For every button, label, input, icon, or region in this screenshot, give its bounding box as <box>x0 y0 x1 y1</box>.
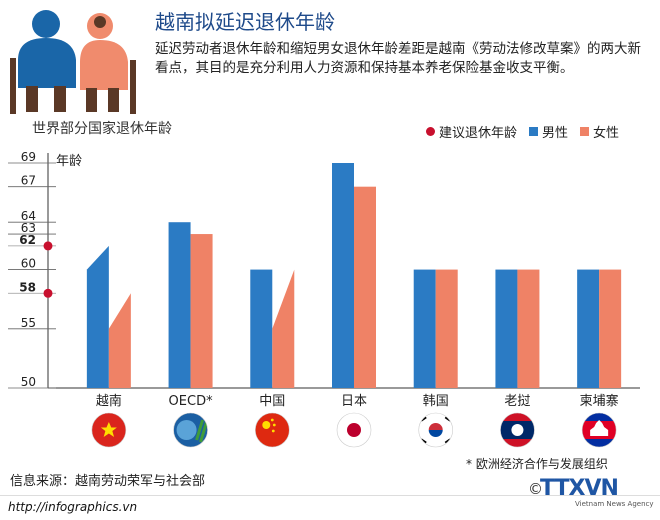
footnote: * 欧洲经济合作与发展组织 <box>466 457 608 471</box>
bar-female <box>517 269 540 388</box>
flag-sun <box>347 423 361 437</box>
bar-female <box>190 234 213 388</box>
flag-face <box>582 413 617 447</box>
y-tick-label: 67 <box>21 174 36 188</box>
flag-trigram <box>444 416 451 422</box>
y-tick-label: 62 <box>19 233 36 247</box>
flag-face <box>418 413 453 447</box>
flag-ring <box>254 412 290 448</box>
ttxvn-logo: TTXVN <box>540 476 619 501</box>
chart-legend: 建议退休年龄 男性 女性 <box>426 122 619 141</box>
proposed-tick-dot <box>43 288 53 298</box>
flag-ring <box>173 412 208 448</box>
flag-face <box>91 413 126 447</box>
bar-male <box>168 222 191 388</box>
x-tick-label: 日本 <box>341 394 367 409</box>
flag-moon <box>511 424 524 436</box>
globe-shape <box>176 420 197 440</box>
oecd-stripe <box>199 421 208 443</box>
page-subtitle: 延迟劳动者退休年龄和缩短男女退休年龄差距是越南《劳动法修改草案》的两大新看点，其… <box>155 41 641 76</box>
ttxvn-logo-subtitle: Vietnam News Agency <box>575 500 654 508</box>
vietnam-flag-icon <box>91 412 127 448</box>
y-tick-label: 63 <box>21 221 36 235</box>
flag-temple <box>590 420 609 436</box>
site-url-link[interactable]: http://infographics.vn <box>8 500 138 514</box>
chart-section-label: 世界部分国家退休年龄 <box>32 121 172 137</box>
source-credit: 信息来源：越南劳动荣军与社会部 <box>10 474 206 489</box>
female-swatch-icon <box>580 127 590 136</box>
oecd-stripe <box>195 419 205 441</box>
flag-trigram <box>444 438 451 444</box>
copyright-icon: © <box>528 480 543 498</box>
y-tick-label: 69 <box>21 150 36 164</box>
y-unit-label: 年龄 <box>56 154 82 169</box>
x-tick-label: 韩国 <box>423 394 449 409</box>
y-tick-label: 60 <box>21 257 36 271</box>
china-flag-icon <box>254 412 290 448</box>
bar-female <box>354 186 376 388</box>
flag-face <box>173 413 208 447</box>
legend-label-male: 男性 <box>542 126 569 141</box>
flag-star <box>262 421 271 429</box>
oecd-logo-icon <box>173 412 208 448</box>
flag-ring <box>418 412 454 448</box>
bar-male <box>250 269 273 388</box>
japan-flag-icon <box>336 412 372 448</box>
elderly-couple-icon <box>10 10 136 114</box>
flag-taegeuk-bottom <box>428 430 443 437</box>
proposed-dot-icon <box>426 127 435 136</box>
x-tick-label: 中国 <box>259 394 285 409</box>
y-tick-label: 64 <box>21 209 36 223</box>
x-tick-label: 柬埔寨 <box>580 393 619 409</box>
legend-item-male: 男性 <box>529 122 568 141</box>
x-tick-label: OECD* <box>169 394 214 409</box>
male-swatch-icon <box>529 127 539 136</box>
flag-small-star <box>270 418 274 422</box>
proposed-tick-dot <box>43 241 53 251</box>
bar-group: 越南 OECD* 中国 日本 韩国 老挝 柬埔寨 <box>86 163 622 409</box>
page-title: 越南拟延迟退休年龄 <box>155 10 335 34</box>
bar-female <box>435 269 458 388</box>
korea-flag-icon <box>418 412 454 448</box>
flag-ring <box>91 412 127 448</box>
legend-item-female: 女性 <box>580 122 619 141</box>
bar-female <box>108 293 131 388</box>
y-tick-label: 50 <box>21 375 36 389</box>
bar-male <box>332 163 354 388</box>
bar-female <box>272 269 295 388</box>
flag-ring <box>500 412 535 448</box>
y-tick-label: 58 <box>19 280 36 294</box>
flag-small-star <box>271 429 275 433</box>
flag-trigram <box>420 438 427 444</box>
flag-face <box>500 413 535 447</box>
x-tick-label: 老挝 <box>504 394 530 409</box>
laos-flag-icon <box>500 412 535 448</box>
legend-item-proposed: 建议退休年龄 <box>426 122 517 141</box>
footer-bar <box>0 495 660 520</box>
bar-male <box>495 269 518 388</box>
cambodia-flag-icon <box>581 412 617 448</box>
bar-male <box>413 269 436 388</box>
flag-row <box>91 412 617 448</box>
bar-female <box>599 269 622 388</box>
flag-face <box>337 413 371 447</box>
legend-label-female: 女性 <box>593 126 620 141</box>
flag-star <box>100 422 117 437</box>
y-tick-label: 55 <box>21 316 36 330</box>
legend-label-proposed: 建议退休年龄 <box>439 126 518 141</box>
bar-male <box>86 245 109 388</box>
flag-face <box>255 413 290 447</box>
bar-male <box>577 269 600 388</box>
flag-taegeuk-top <box>428 423 443 430</box>
flag-ring <box>336 412 372 448</box>
flag-small-star <box>272 423 276 427</box>
flag-ring <box>581 412 617 448</box>
x-tick-label: 越南 <box>96 393 122 409</box>
flag-trigram <box>420 416 427 422</box>
